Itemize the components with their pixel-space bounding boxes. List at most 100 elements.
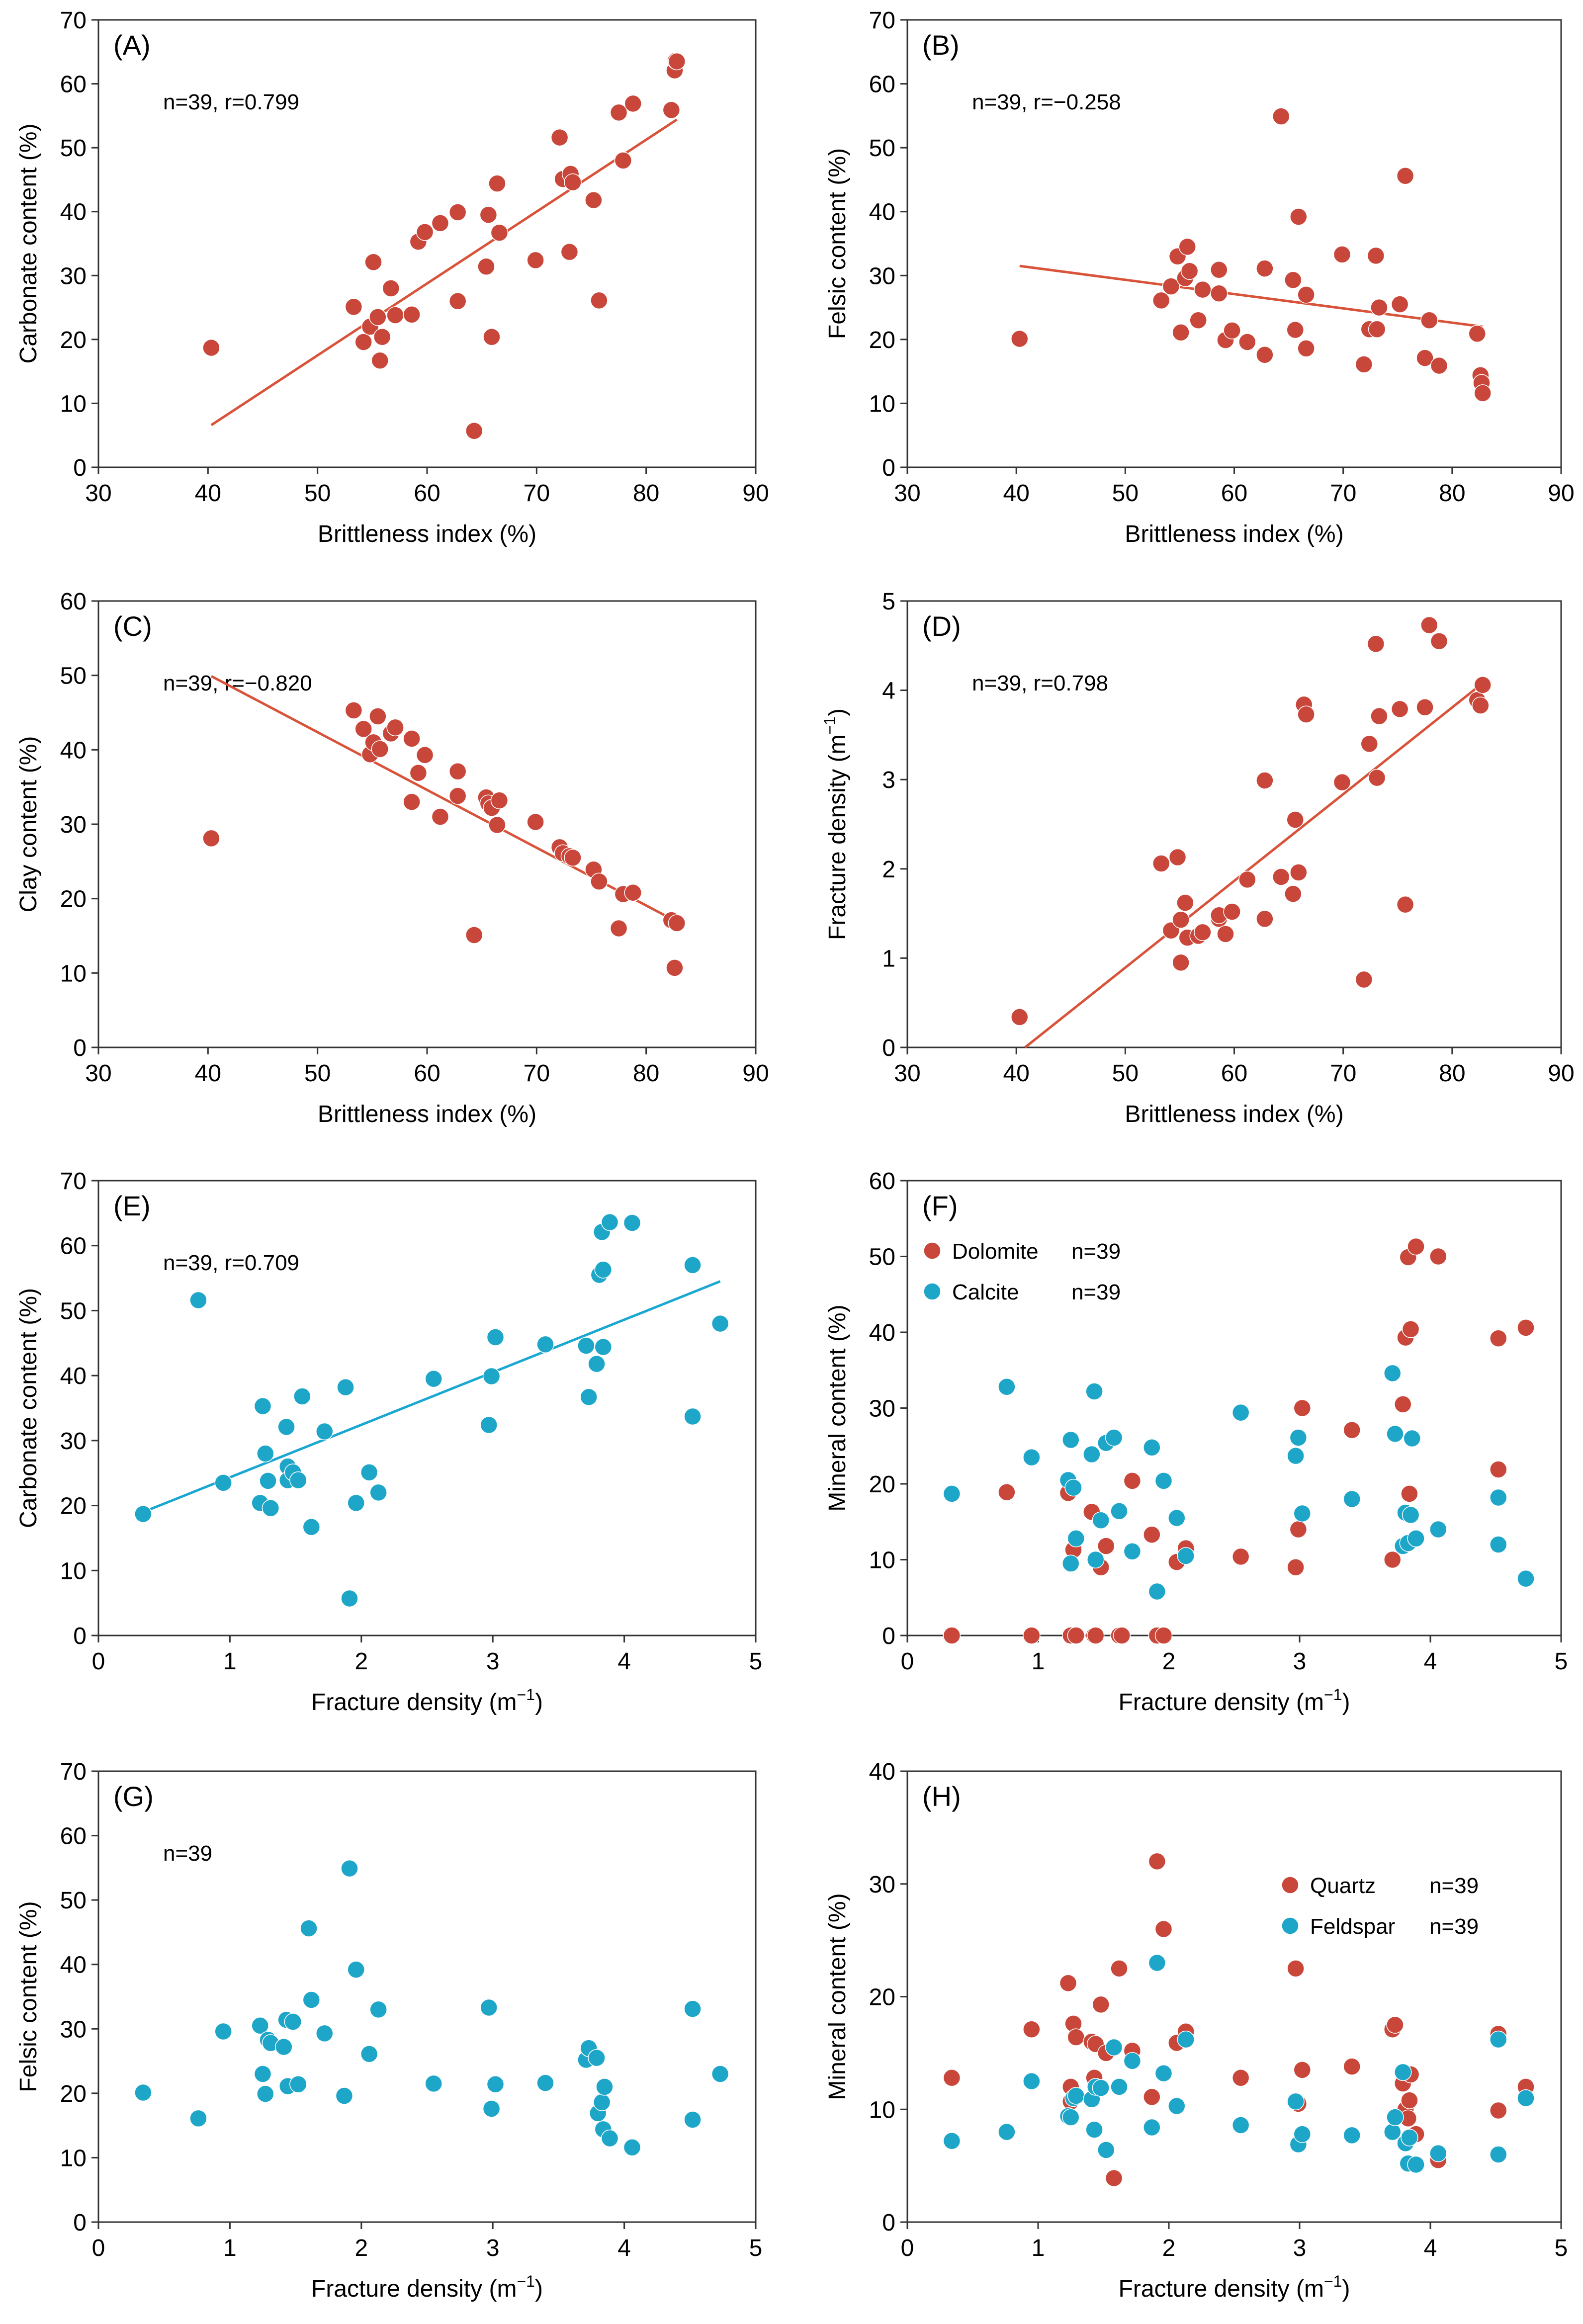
data-point [409,764,428,782]
data-point [1430,632,1448,650]
data-point [1062,1431,1080,1449]
y-tick-label: 60 [60,1233,87,1260]
y-tick-label: 10 [60,391,87,417]
stats-annotation: n=39, r=−0.820 [163,671,312,695]
panel-d: 30 40 50 60 70 80 90 0 1 2 3 4 5 Brittleness index (%… [821,589,1575,1127]
data-point [1474,384,1492,402]
data-point [601,1213,619,1231]
y-tick-label: 10 [869,391,895,417]
panel-label: (G) [113,1781,154,1812]
x-tick-label: 5 [1555,2235,1568,2261]
data-point [341,1859,358,1878]
data-point [1092,2079,1110,2097]
data-point [1401,2091,1418,2109]
data-point [527,251,544,269]
y-tick-label: 10 [869,1548,895,1574]
y-tick-label: 30 [60,263,87,289]
data-point [1368,320,1386,339]
data-point [1097,1537,1115,1555]
data-point [1092,1511,1110,1529]
data-point [564,849,582,867]
data-point [684,2111,702,2129]
x-axis-title: Brittleness index (%) [318,1101,536,1127]
data-point [1420,616,1438,634]
panel-label: (A) [113,29,151,61]
data-point [360,2045,378,2063]
data-point [189,1291,207,1309]
stats-annotation: n=39, r=−0.258 [972,90,1121,114]
panel-c: 30 40 50 60 70 80 90 0 10 20 30 40 50 60 Brittleness i… [15,589,769,1127]
panel-a: 30 40 50 60 70 80 90 0 10 20 30 40 50 60 70 Brittleness… [15,7,769,547]
data-point [214,1474,232,1492]
data-point [1490,2101,1507,2120]
stats-annotation: n=39, r=0.709 [163,1251,299,1275]
legend-label: Quartz [1310,1874,1376,1898]
data-point [480,1998,498,2017]
data-point [347,1961,365,1979]
x-tick-label: 50 [304,480,331,507]
data-point [624,883,642,902]
data-point [254,1397,272,1415]
data-point [1067,2087,1085,2105]
y-axis-title: Carbonate content (%) [15,1288,42,1528]
panel-b: 30 40 50 60 70 80 90 0 10 20 30 40 50 60 70 Brittleness… [824,7,1575,547]
x-tick-label: 90 [742,480,769,507]
data-point [536,1335,554,1354]
x-tick-label: 5 [749,1648,763,1675]
data-point [1360,735,1379,753]
data-point [262,1499,280,1517]
data-point [1010,1008,1029,1026]
data-point [490,791,509,809]
data-point [1517,1319,1535,1337]
data-point [610,919,628,938]
data-point [1064,1478,1082,1497]
panel-label: (H) [922,1781,961,1812]
data-point [341,1589,358,1608]
x-tick-label: 60 [414,480,440,507]
y-axis-title: Clay content (%) [15,736,42,913]
series-calcite [943,1364,1535,1601]
data-point [1272,868,1290,886]
y-tick-label: 30 [869,1872,895,1898]
data-point [134,1505,152,1523]
data-point [564,173,582,191]
data-point [1416,698,1434,716]
data-point [1370,298,1388,317]
data-point [425,1370,442,1388]
data-point [382,279,400,297]
data-point [448,787,467,805]
data-point [1272,107,1290,125]
x-axis-title: Fracture density (m−1) [311,1686,543,1716]
legend-n-label: n=39 [1071,1239,1121,1264]
data-point [1333,773,1351,791]
data-point [416,223,434,241]
data-point [202,829,220,848]
series-felsic [134,1859,729,2156]
data-point [1223,322,1241,340]
data-point [1152,855,1170,872]
data-point [1231,2116,1250,2134]
data-point [369,2000,387,2019]
data-point [1143,2118,1161,2137]
stats-annotation: n=39 [163,1841,212,1866]
y-tick-label: 20 [60,327,87,353]
data-point [623,2138,641,2156]
data-point [1293,1399,1312,1417]
data-point [1474,676,1492,694]
data-point [335,2087,353,2105]
legend-label: Calcite [952,1280,1019,1304]
data-point [1143,2088,1161,2106]
data-point [1289,1429,1308,1447]
data-point [1172,911,1190,929]
y-tick-label: 2 [882,857,895,883]
data-point [479,206,498,224]
data-point [1210,284,1228,303]
y-tick-label: 70 [869,7,895,34]
y-tick-label: 20 [60,2081,87,2107]
y-tick-label: 40 [869,1759,895,1785]
y-tick-label: 60 [60,1823,87,1850]
data-point [416,746,434,764]
x-tick-label: 30 [85,480,111,507]
data-point [214,2022,232,2041]
